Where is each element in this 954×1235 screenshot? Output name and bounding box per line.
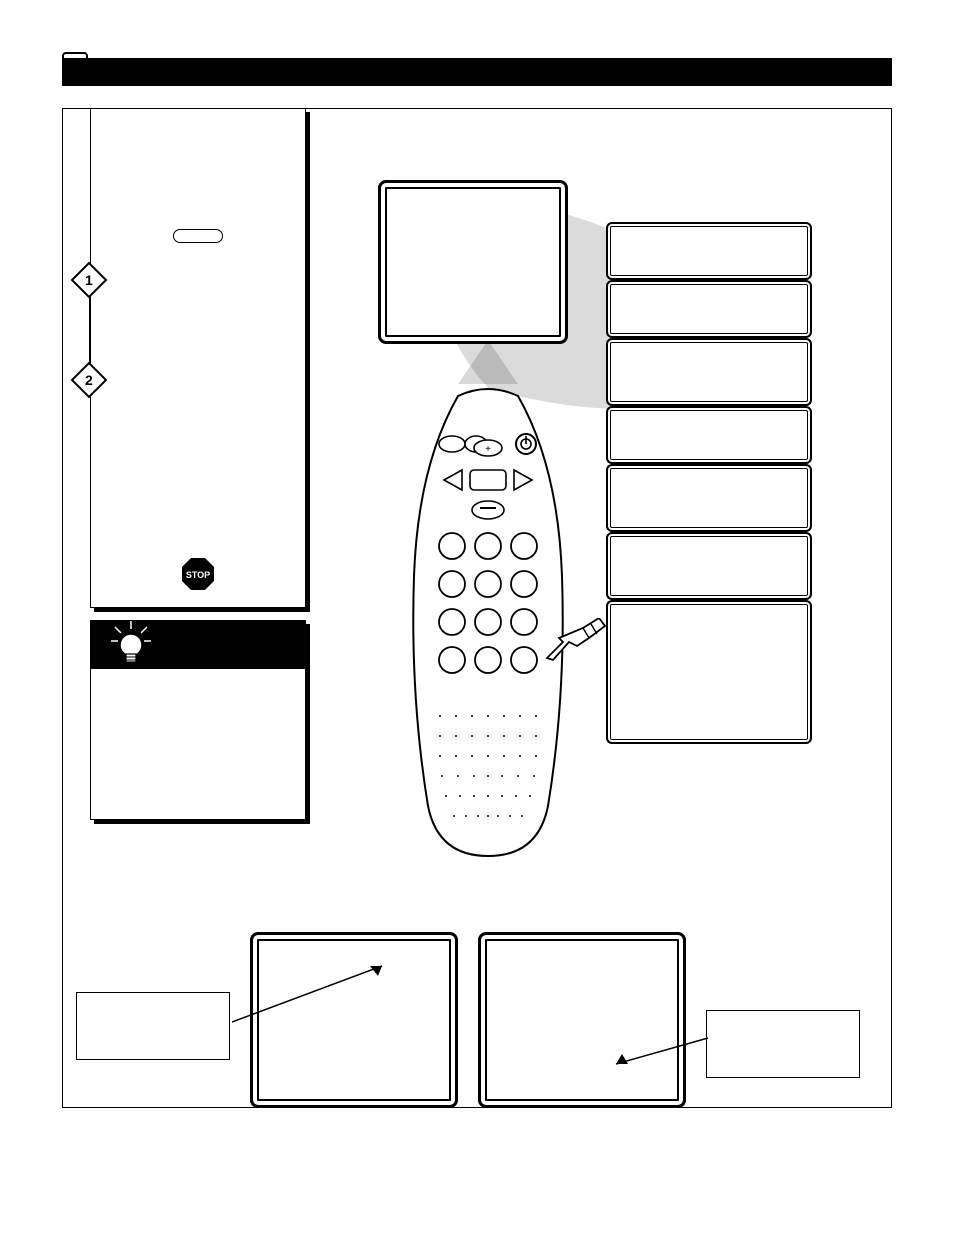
right-box-5 (606, 464, 812, 532)
step-number: 2 (85, 372, 93, 388)
round-button[interactable] (511, 647, 537, 673)
right-box-1 (606, 222, 812, 280)
stop-icon: STOP (181, 557, 215, 591)
nav-center-button[interactable] (470, 470, 506, 490)
remote-control: + (398, 340, 578, 871)
round-button[interactable] (439, 609, 465, 635)
round-button[interactable] (475, 533, 501, 559)
hand-press-icon (539, 618, 609, 668)
nav-down-button[interactable] (472, 501, 504, 519)
section-header-bar (62, 58, 892, 86)
right-step-stack (606, 222, 812, 744)
tip-header (91, 621, 305, 669)
remote-oval-button[interactable] (439, 436, 465, 452)
stop-label: STOP (186, 570, 210, 580)
instruction-card: 1 2 STOP (90, 108, 306, 608)
onscreen-display-main (378, 180, 568, 344)
right-callout-box (706, 1010, 860, 1078)
arrow-right-to-screen (608, 1028, 728, 1078)
round-button[interactable] (475, 571, 501, 597)
round-button[interactable] (475, 647, 501, 673)
instruction-pill (173, 229, 223, 243)
remote-signal-tip (458, 340, 518, 384)
tip-box (90, 620, 306, 820)
step-connector-line (89, 293, 90, 369)
left-callout-box (76, 992, 230, 1060)
svg-text:+: + (485, 444, 491, 455)
round-button[interactable] (511, 609, 537, 635)
manual-page: 1 2 STOP (0, 0, 954, 1235)
round-button[interactable] (439, 571, 465, 597)
round-button[interactable] (439, 533, 465, 559)
round-button[interactable] (511, 571, 537, 597)
right-box-2 (606, 280, 812, 338)
round-button[interactable] (511, 533, 537, 559)
right-box-3 (606, 338, 812, 406)
round-button[interactable] (439, 647, 465, 673)
lightbulb-icon (109, 621, 153, 671)
right-box-4 (606, 406, 812, 464)
step-number: 1 (85, 272, 93, 288)
arrow-left-to-screen (232, 958, 402, 1038)
round-button[interactable] (475, 609, 501, 635)
right-box-7 (606, 600, 812, 744)
onscreen-display-right (478, 932, 686, 1108)
right-box-6 (606, 532, 812, 600)
